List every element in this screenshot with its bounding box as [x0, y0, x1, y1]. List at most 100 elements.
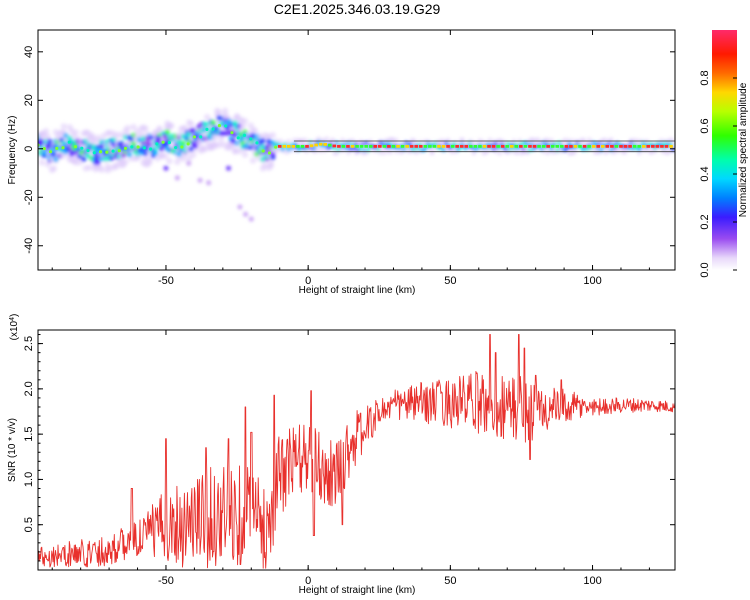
spectrogram-peak — [332, 144, 337, 148]
spectrogram-halo — [221, 107, 229, 115]
colorbar: 0.0 0.2 0.4 0.6 0.8 Normalized spectral ampl… — [699, 30, 749, 278]
spectrogram-halo — [241, 117, 249, 125]
colorbar-ticks: 0.0 0.2 0.4 0.6 0.8 — [699, 70, 737, 278]
spectrogram-cell — [176, 139, 182, 145]
spectrogram-cell — [567, 141, 572, 146]
spectrogram-peak — [423, 144, 428, 148]
spectrogram-peak — [469, 144, 473, 148]
spectrogram-halo — [602, 137, 608, 143]
spectrogram-cell — [95, 159, 101, 166]
spectrogram-peak — [505, 144, 510, 148]
spectrogram-blob — [197, 177, 203, 183]
spectrogram-peak — [641, 144, 646, 148]
spectrogram-peak — [314, 143, 318, 147]
spectrogram-halo — [604, 147, 610, 153]
colorbar-tick-label: 0.6 — [699, 118, 711, 133]
spectrogram-cell — [103, 156, 109, 162]
spectrogram-peak — [296, 144, 300, 148]
spectrogram-energy — [38, 107, 675, 222]
spectrogram-peak — [655, 144, 660, 148]
spectrogram-cell — [364, 140, 369, 146]
spectrogram-peak — [446, 144, 450, 148]
spectrogram-peak — [373, 144, 378, 148]
snr-ytick-label: 2.5 — [23, 336, 35, 351]
colorbar-label: Normalized spectral amplitude — [738, 82, 749, 217]
spectrogram-peak — [249, 137, 253, 141]
spectrogram-halo — [267, 159, 275, 167]
spectrogram-cell — [81, 156, 87, 162]
spectrogram-cell — [230, 138, 236, 144]
spectrogram-halo — [180, 155, 187, 162]
spectrogram-cell — [386, 141, 391, 146]
snr-ytick-label: 2.0 — [23, 381, 35, 396]
spectrogram-halo — [387, 149, 393, 155]
snr-xtick-label: 50 — [444, 575, 456, 587]
spectrogram-peak — [409, 144, 414, 148]
spectrogram-cell — [408, 141, 413, 146]
snr-plot — [38, 334, 675, 569]
spectrogram-peak — [355, 144, 359, 148]
snr-xtick-label: 0 — [305, 575, 311, 587]
spectrogram-peak — [564, 144, 569, 148]
spectrogram-peak — [350, 144, 355, 148]
spectrogram-peak — [591, 144, 596, 148]
spectrogram-peak — [155, 142, 159, 146]
spectrogram-halo — [124, 124, 131, 132]
spectrogram-cell — [152, 150, 159, 156]
spectrogram-peak — [111, 149, 115, 153]
spectrogram-peak — [192, 135, 197, 139]
spectrogram-peak — [98, 150, 103, 154]
spectrogram-peak — [274, 145, 278, 149]
spectrogram-blob — [248, 216, 254, 222]
spectrogram-peak — [217, 124, 222, 128]
spectrogram-cell — [85, 152, 91, 158]
colorbar-tick-label: 0.4 — [699, 166, 711, 181]
spectrogram-peak — [405, 144, 409, 148]
spectrogram-peak — [619, 144, 623, 148]
spectrogram-peak — [199, 135, 203, 139]
spectrogram-halo — [44, 133, 52, 140]
snr-xlabel: Height of straight line (km) — [299, 585, 416, 596]
spectrogram-halo — [156, 127, 163, 134]
spectrogram-peak — [555, 144, 560, 148]
spectrogram-axes: -50 0 50 100 -40 -20 0 20 40 — [23, 30, 675, 287]
spectrogram-peak — [437, 144, 441, 148]
spectrogram-halo — [50, 165, 58, 172]
spectrogram-peak — [277, 144, 282, 148]
spectrogram-peak — [664, 144, 669, 148]
spectrogram-halo — [251, 127, 259, 134]
spectrogram-peak — [86, 148, 90, 153]
spectrogram-peak — [646, 144, 651, 148]
spectrogram-ytick-label: 20 — [23, 94, 35, 106]
spectrogram-cell — [519, 141, 524, 146]
snr-panel: -50 0 50 100 0.5 1.0 1.5 2.0 2.5 Height of strai… — [7, 314, 676, 596]
spectrogram-peak — [573, 144, 578, 148]
spectrogram-halo — [644, 139, 650, 144]
spectrogram-blob — [206, 180, 212, 186]
spectrogram-peak — [610, 144, 614, 148]
spectrogram-halo — [269, 132, 277, 139]
spectrogram-peak — [327, 143, 332, 147]
colorbar-tick-label: 0.0 — [699, 262, 711, 277]
spectrogram-panel: -50 0 50 100 -40 -20 0 20 40 Height of straight … — [7, 29, 676, 296]
spectrogram-peak — [528, 144, 532, 148]
spectrogram-peak — [464, 144, 469, 148]
spectrogram-halo — [241, 151, 249, 158]
spectrogram-peak — [61, 146, 65, 150]
spectrogram-xtick-label: 50 — [444, 275, 456, 287]
spectrogram-peak — [242, 133, 247, 137]
spectrogram-halo — [379, 146, 385, 152]
spectrogram-peak — [92, 151, 96, 155]
spectrogram-blob — [225, 165, 232, 171]
spectrogram-peak — [396, 144, 400, 148]
colorbar-gradient — [712, 30, 737, 270]
spectrogram-xtick-label: 100 — [583, 275, 601, 287]
spectrogram-halo — [286, 138, 292, 144]
colorbar-tick-label: 0.8 — [699, 70, 711, 85]
spectrogram-halo — [86, 164, 93, 171]
spectrogram-peak — [305, 144, 309, 148]
spectrogram-halo — [112, 163, 119, 171]
spectrogram-peak — [400, 144, 405, 148]
spectrogram-peak — [600, 144, 605, 148]
